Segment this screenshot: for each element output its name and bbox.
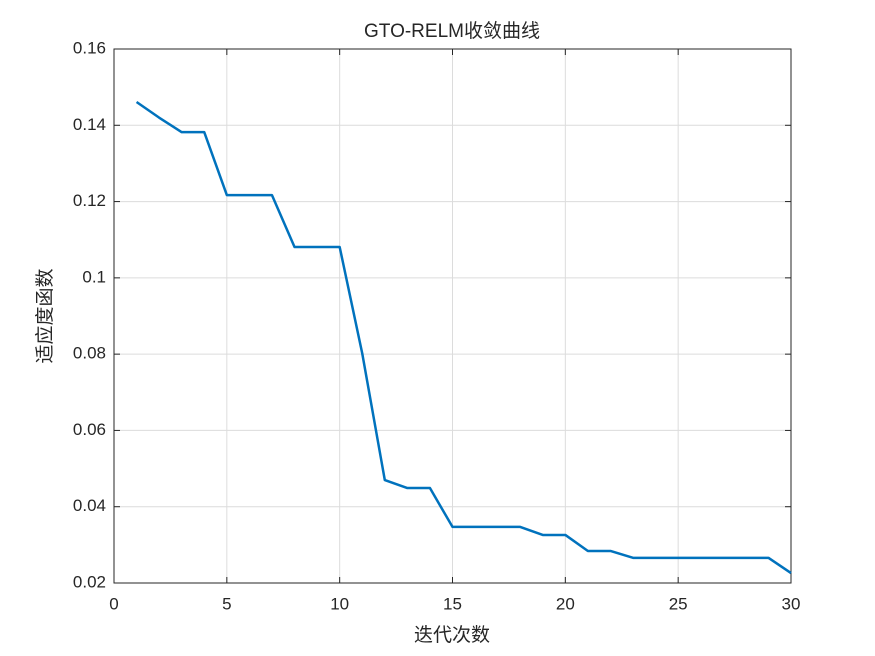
y-tick-label: 0.1 <box>82 267 106 286</box>
y-axis-label: 适应度函数 <box>34 268 56 363</box>
y-tick-label: 0.16 <box>73 38 106 57</box>
x-tick-label: 5 <box>222 594 231 613</box>
y-tick-label: 0.04 <box>73 496 106 515</box>
y-tick-label: 0.08 <box>73 344 106 363</box>
x-tick-label: 25 <box>669 594 688 613</box>
chart-title: GTO-RELM收敛曲线 <box>364 20 540 42</box>
line <box>135 100 792 575</box>
y-tick-label: 0.14 <box>73 115 106 134</box>
x-tick-label: 20 <box>556 594 575 613</box>
x-tick-label: 0 <box>109 594 118 613</box>
y-tick-label: 0.12 <box>73 191 106 210</box>
y-tick-label: 0.06 <box>73 420 106 439</box>
x-tick-label: 10 <box>330 594 349 613</box>
plot-frame <box>113 48 792 584</box>
x-tick-label: 30 <box>782 594 801 613</box>
y-tick-label: 0.02 <box>73 572 106 591</box>
x-tick-label: 15 <box>443 594 462 613</box>
x-axis-label: 迭代次数 <box>414 624 490 646</box>
